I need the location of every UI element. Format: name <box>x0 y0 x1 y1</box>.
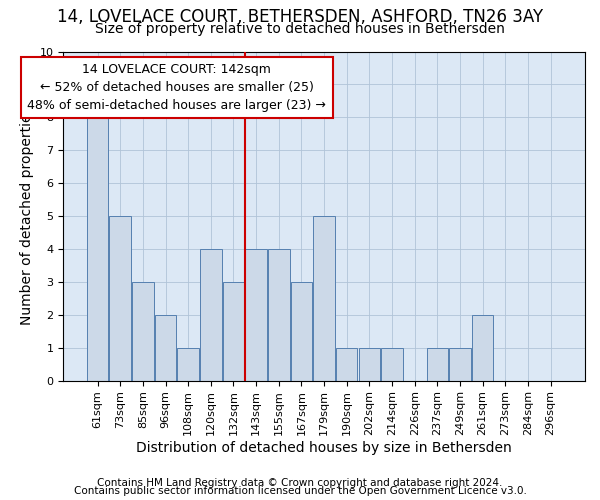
Bar <box>268 249 290 380</box>
Bar <box>109 216 131 380</box>
Text: Contains HM Land Registry data © Crown copyright and database right 2024.: Contains HM Land Registry data © Crown c… <box>97 478 503 488</box>
Bar <box>87 118 109 380</box>
Bar <box>313 216 335 380</box>
Bar <box>336 348 358 380</box>
Bar <box>290 282 312 380</box>
Text: Contains public sector information licensed under the Open Government Licence v3: Contains public sector information licen… <box>74 486 526 496</box>
Text: 14 LOVELACE COURT: 142sqm
← 52% of detached houses are smaller (25)
48% of semi-: 14 LOVELACE COURT: 142sqm ← 52% of detac… <box>28 63 326 112</box>
Bar <box>132 282 154 380</box>
Y-axis label: Number of detached properties: Number of detached properties <box>20 106 34 326</box>
Bar <box>245 249 267 380</box>
Bar <box>359 348 380 380</box>
Bar <box>223 282 244 380</box>
Bar <box>155 315 176 380</box>
Bar <box>427 348 448 380</box>
Bar <box>472 315 493 380</box>
Text: 14, LOVELACE COURT, BETHERSDEN, ASHFORD, TN26 3AY: 14, LOVELACE COURT, BETHERSDEN, ASHFORD,… <box>57 8 543 26</box>
Bar <box>178 348 199 380</box>
Text: Size of property relative to detached houses in Bethersden: Size of property relative to detached ho… <box>95 22 505 36</box>
Bar <box>449 348 470 380</box>
X-axis label: Distribution of detached houses by size in Bethersden: Distribution of detached houses by size … <box>136 441 512 455</box>
Bar <box>381 348 403 380</box>
Bar <box>200 249 221 380</box>
